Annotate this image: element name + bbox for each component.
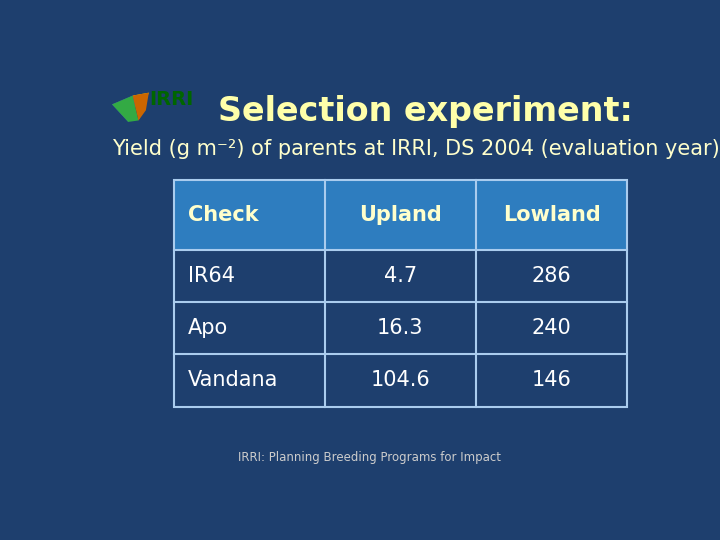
Text: IRRI: IRRI [150, 90, 194, 109]
Bar [174, 249, 627, 302]
Polygon shape [132, 93, 149, 120]
Text: Yield (g m⁻²) of parents at IRRI, DS 2004 (evaluation year): Yield (g m⁻²) of parents at IRRI, DS 200… [112, 139, 719, 159]
Polygon shape [112, 96, 138, 122]
Text: IRRI: Planning Breeding Programs for Impact: IRRI: Planning Breeding Programs for Imp… [238, 451, 500, 464]
Text: 240: 240 [531, 318, 572, 338]
Text: Selection experiment:: Selection experiment: [217, 94, 632, 127]
Text: 286: 286 [531, 266, 572, 286]
Text: Check: Check [188, 205, 258, 225]
Text: Apo: Apo [188, 318, 228, 338]
Text: 146: 146 [531, 370, 572, 390]
Text: Upland: Upland [359, 205, 442, 225]
Polygon shape [132, 93, 149, 120]
Text: IR64: IR64 [188, 266, 235, 286]
Bar [174, 180, 627, 407]
Text: 16.3: 16.3 [377, 318, 423, 338]
Text: 4.7: 4.7 [384, 266, 417, 286]
Bar [174, 302, 627, 354]
Text: Lowland: Lowland [503, 205, 600, 225]
Polygon shape [112, 96, 140, 122]
Text: Vandana: Vandana [188, 370, 278, 390]
Text: 104.6: 104.6 [371, 370, 431, 390]
Bar [174, 180, 627, 249]
Bar [174, 354, 627, 407]
